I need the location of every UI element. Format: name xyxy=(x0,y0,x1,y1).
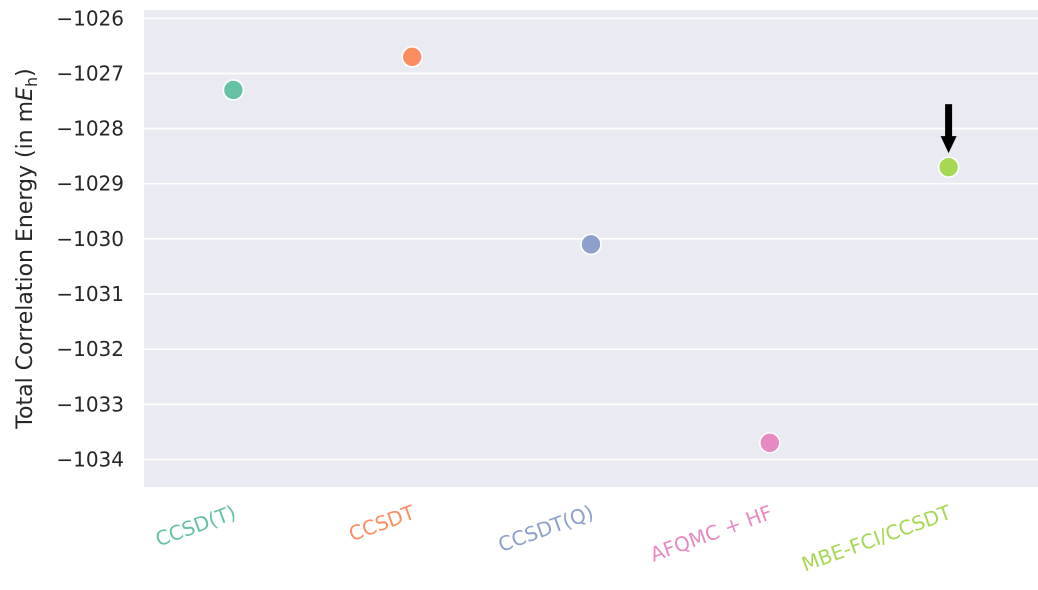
data-point xyxy=(937,156,960,178)
x-tick-label: AFQMC + HF xyxy=(647,500,776,566)
x-tick-label: CCSDT(Q) xyxy=(495,500,597,557)
data-points xyxy=(222,46,960,454)
x-tick-label: CCSD(T) xyxy=(152,500,239,551)
arrow-shaft xyxy=(945,104,953,138)
y-tick-label: −1031 xyxy=(56,282,124,306)
y-tick-label: −1029 xyxy=(56,172,124,196)
y-tick-label: −1027 xyxy=(56,61,124,85)
x-tick-labels: CCSD(T) CCSDT CCSDT(Q) AFQMC + HF MBE-FCI/CC… xyxy=(152,500,955,577)
data-point xyxy=(580,233,602,256)
arrow-head xyxy=(940,136,957,154)
gridlines xyxy=(144,17,1038,461)
data-point xyxy=(222,79,245,101)
y-tick-label: −1028 xyxy=(56,117,124,141)
y-tick-label: −1034 xyxy=(56,447,124,471)
data-point xyxy=(758,432,781,454)
y-tick-label: −1033 xyxy=(56,392,124,416)
x-tick-label: MBE-FCI/CCSDT xyxy=(798,500,955,577)
y-tick-labels: −1026 −1027 −1028 −1029 −1030 −1031 −1032 −1033… xyxy=(56,6,124,471)
y-tick-label: −1032 xyxy=(56,337,124,361)
x-tick-label: CCSDT xyxy=(346,500,419,546)
data-point xyxy=(401,46,424,68)
annotation-arrow xyxy=(940,104,957,154)
y-tick-label: −1026 xyxy=(56,6,124,30)
y-tick-label: −1030 xyxy=(56,227,124,251)
y-axis-label: Total Correlation Energy (in mEh) xyxy=(13,68,41,429)
